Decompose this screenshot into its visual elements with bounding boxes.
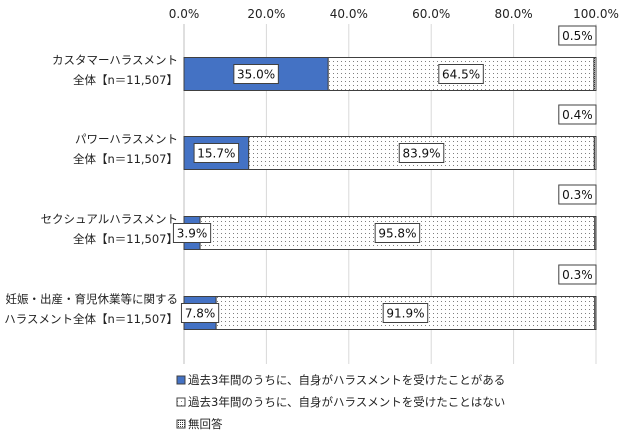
category-labels: カスタマーハラスメント全体【n＝11,507】パワーハラスメント全体【n＝11,… [4,53,178,326]
legend: 過去3年間のうちに、自身がハラスメントを受けたことがある過去3年間のうちに、自身… [176,373,505,431]
bar-1-series-2 [593,136,597,170]
data-label-box-3-0 [180,303,220,323]
legend-label-2: 無回答 [188,417,223,431]
data-label-box-1-1 [398,143,445,163]
data-label-box-2-0 [172,223,212,243]
x-axis-ticks: 0.0% 20.0% 40.0% 60.0% 80.0% 100.0% [169,7,619,21]
data-label-box-0-2 [558,25,597,46]
data-labels: 35.0% 64.5% 0.5% 15.7% 83.9% 0.4% 3.9% 95.8% 0.3… [172,25,597,323]
data-label-box-3-1 [382,303,429,323]
data-label-3-0: 7.8% [185,307,216,321]
data-label-2-0: 3.9% [177,227,208,241]
category-label-1-line-2: 全体【n＝11,507】 [73,152,178,166]
data-label-box-2-2 [558,184,597,205]
legend-swatch-1 [176,397,186,407]
legend-label-0: 過去3年間のうちに、自身がハラスメントを受けたことがある [188,373,505,387]
data-label-box-0-1 [438,64,484,84]
x-tick-label-4: 80.0% [495,7,533,21]
data-label-2-2: 0.3% [562,188,593,202]
legend-swatch-0 [176,375,186,385]
data-label-1-1: 83.9% [402,147,440,161]
bar-3-series-2 [594,296,597,330]
data-label-0-1: 64.5% [442,68,480,82]
x-tick-label-0: 0.0% [169,7,200,21]
data-label-3-1: 91.9% [386,307,424,321]
legend-swatch-2 [176,419,186,429]
x-tick-label-1: 20.0% [247,7,285,21]
bar-0-series-2 [593,57,597,91]
data-label-box-1-0 [193,143,240,163]
x-tick-label-5: 100.0% [573,7,619,21]
data-label-0-0: 35.0% [237,68,275,82]
category-label-0-line-2: 全体【n＝11,507】 [73,73,178,87]
x-tick-label-2: 40.0% [330,7,368,21]
data-label-box-1-2 [558,104,597,125]
category-label-2-line-2: 全体【n＝11,507】 [73,232,178,246]
bars [183,57,597,330]
data-label-1-2: 0.4% [562,108,593,122]
data-label-box-3-2 [558,264,597,285]
category-label-2-line-1: セクシュアルハラスメント [41,212,178,226]
data-label-box-2-1 [374,223,421,243]
legend-label-1: 過去3年間のうちに、自身がハラスメントを受けたことはない [188,395,505,409]
data-label-3-2: 0.3% [562,268,593,282]
bar-2-series-2 [594,216,597,250]
data-label-2-1: 95.8% [378,227,416,241]
category-label-3-line-2: ハラスメント全体【n＝11,507】 [4,312,178,326]
category-label-3-line-1: 妊娠・出産・育児休業等に関する [6,292,179,306]
data-label-box-0-0 [233,64,279,84]
data-label-1-0: 15.7% [197,147,235,161]
category-label-1-line-1: パワーハラスメント [75,132,178,146]
category-label-0-line-1: カスタマーハラスメント [52,53,178,67]
data-label-0-2: 0.5% [562,29,593,43]
x-tick-label-3: 60.0% [412,7,450,21]
